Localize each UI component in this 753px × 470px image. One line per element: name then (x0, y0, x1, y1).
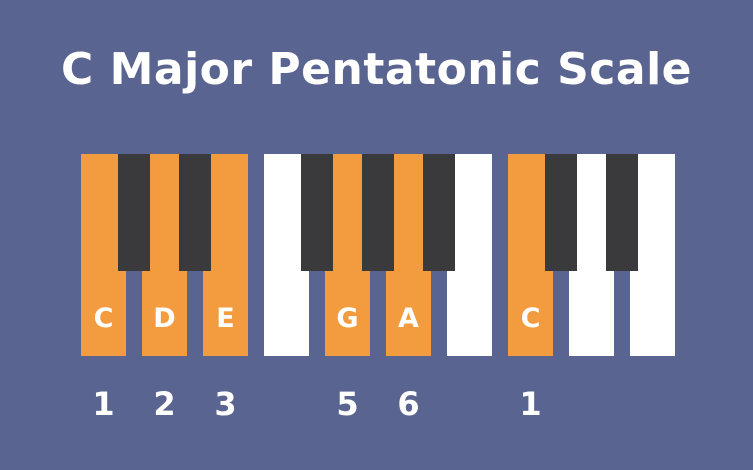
note-label: C (520, 303, 541, 334)
note-label: C (93, 303, 114, 334)
scale-degree-1: 1 (92, 385, 115, 423)
scale-degree-3: 3 (214, 385, 237, 423)
scale-degree-6: 6 (397, 385, 420, 423)
diagram-title: C Major Pentatonic Scale (60, 44, 692, 95)
black-key-5[interactable] (423, 154, 455, 271)
note-label: D (153, 303, 176, 334)
black-key-3[interactable] (301, 154, 333, 271)
note-label: E (216, 303, 235, 334)
black-key-4[interactable] (362, 154, 394, 271)
scale-degree-2: 2 (153, 385, 176, 423)
black-key-6[interactable] (545, 154, 577, 271)
note-label: G (336, 303, 359, 334)
scale-degree-1: 1 (519, 385, 542, 423)
black-key-7[interactable] (606, 154, 638, 271)
black-key-1[interactable] (118, 154, 150, 271)
scale-degree-5: 5 (336, 385, 359, 423)
black-key-2[interactable] (179, 154, 211, 271)
note-label: A (398, 303, 419, 334)
